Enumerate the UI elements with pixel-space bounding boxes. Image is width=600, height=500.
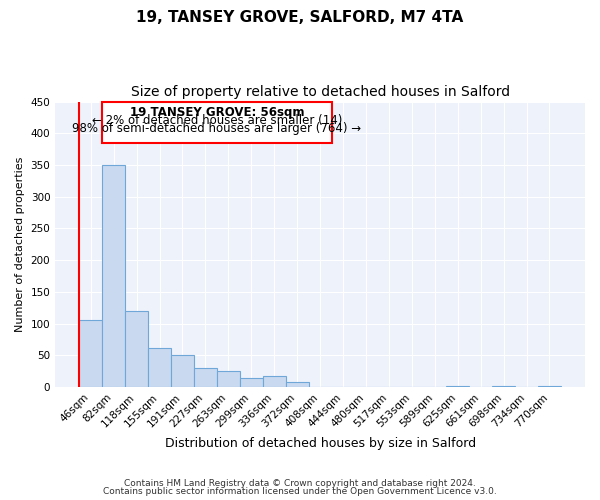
Bar: [286, 382, 308, 387]
Title: Size of property relative to detached houses in Salford: Size of property relative to detached ho…: [131, 85, 509, 99]
Bar: [79, 320, 102, 387]
Bar: [263, 376, 286, 387]
Bar: [194, 368, 217, 387]
Text: Contains HM Land Registry data © Crown copyright and database right 2024.: Contains HM Land Registry data © Crown c…: [124, 478, 476, 488]
Bar: [125, 311, 148, 387]
Text: Contains public sector information licensed under the Open Government Licence v3: Contains public sector information licen…: [103, 487, 497, 496]
Bar: [240, 378, 263, 387]
Bar: [102, 165, 125, 387]
Bar: [538, 386, 561, 387]
Text: 19 TANSEY GROVE: 56sqm: 19 TANSEY GROVE: 56sqm: [130, 106, 304, 119]
Text: 98% of semi-detached houses are larger (764) →: 98% of semi-detached houses are larger (…: [73, 122, 361, 136]
FancyBboxPatch shape: [102, 102, 332, 143]
Bar: [217, 371, 240, 387]
Bar: [446, 386, 469, 387]
Bar: [171, 355, 194, 387]
Bar: [148, 348, 171, 387]
Text: 19, TANSEY GROVE, SALFORD, M7 4TA: 19, TANSEY GROVE, SALFORD, M7 4TA: [136, 10, 464, 25]
Bar: [492, 386, 515, 387]
X-axis label: Distribution of detached houses by size in Salford: Distribution of detached houses by size …: [164, 437, 476, 450]
Y-axis label: Number of detached properties: Number of detached properties: [15, 156, 25, 332]
Text: ← 2% of detached houses are smaller (14): ← 2% of detached houses are smaller (14): [92, 114, 342, 127]
